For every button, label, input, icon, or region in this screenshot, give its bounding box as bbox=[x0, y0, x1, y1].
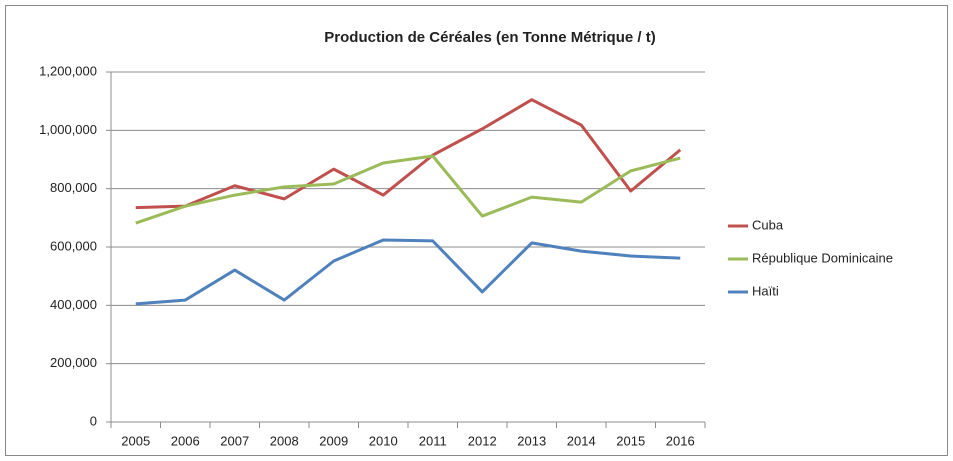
series-line bbox=[135, 154, 681, 225]
y-tick-label: 200,000 bbox=[50, 355, 97, 370]
legend-label: République Dominicaine bbox=[752, 250, 893, 265]
x-tick-label: 2015 bbox=[616, 433, 645, 448]
x-tick-label: 2007 bbox=[220, 433, 249, 448]
chart-frame bbox=[5, 5, 948, 456]
y-tick-label: 400,000 bbox=[50, 297, 97, 312]
y-tick-label: 0 bbox=[90, 413, 97, 428]
series-line bbox=[135, 238, 681, 306]
x-tick-label: 2012 bbox=[468, 433, 497, 448]
y-tick-label: 1,000,000 bbox=[39, 122, 97, 137]
chart-title: Production de Céréales (en Tonne Métriqu… bbox=[324, 29, 655, 46]
series-line bbox=[135, 98, 682, 210]
y-tick-label: 800,000 bbox=[50, 180, 97, 195]
x-tick-label: 2013 bbox=[517, 433, 546, 448]
x-tick-label: 2010 bbox=[369, 433, 398, 448]
y-tick-label: 600,000 bbox=[50, 238, 97, 253]
y-tick-label: 1,200,000 bbox=[39, 63, 97, 78]
x-tick-label: 2008 bbox=[270, 433, 299, 448]
x-tick-label: 2009 bbox=[319, 433, 348, 448]
x-tick-label: 2005 bbox=[121, 433, 150, 448]
x-tick-label: 2014 bbox=[567, 433, 596, 448]
x-tick-label: 2006 bbox=[171, 433, 200, 448]
legend-label: Haïti bbox=[752, 283, 779, 298]
legend-label: Cuba bbox=[752, 217, 784, 232]
x-tick-label: 2011 bbox=[419, 433, 447, 448]
x-tick-label: 2016 bbox=[666, 433, 695, 448]
